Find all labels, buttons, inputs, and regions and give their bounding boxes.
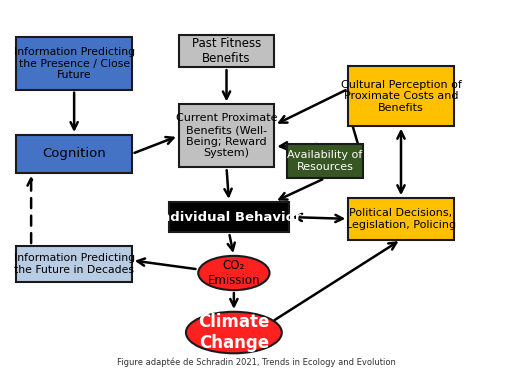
FancyBboxPatch shape: [348, 66, 454, 126]
Text: Climate
Change: Climate Change: [198, 313, 270, 352]
Text: Cultural Perception of
Proximate Costs and
Benefits: Cultural Perception of Proximate Costs a…: [340, 79, 461, 113]
FancyBboxPatch shape: [179, 104, 274, 167]
Text: Information Predicting
the Future in Decades: Information Predicting the Future in Dec…: [14, 253, 135, 275]
Text: Political Decisions,
Legislation, Policing: Political Decisions, Legislation, Polici…: [346, 208, 456, 230]
Text: Cognition: Cognition: [42, 147, 106, 161]
FancyBboxPatch shape: [16, 135, 132, 173]
Text: Information Predicting
the Presence / Close
Future: Information Predicting the Presence / Cl…: [14, 47, 135, 80]
FancyBboxPatch shape: [287, 144, 363, 178]
FancyBboxPatch shape: [169, 202, 289, 232]
Text: Current Proximate
Benefits (Well-
Being; Reward
System): Current Proximate Benefits (Well- Being;…: [176, 113, 278, 158]
Text: CO₂
Emission: CO₂ Emission: [208, 259, 260, 287]
Text: Availability of
Resources: Availability of Resources: [287, 150, 362, 172]
Text: Figure adaptée de Schradin 2021, Trends in Ecology and Evolution: Figure adaptée de Schradin 2021, Trends …: [117, 358, 395, 367]
Text: Individual Behavior: Individual Behavior: [156, 210, 302, 223]
FancyBboxPatch shape: [16, 38, 132, 90]
FancyBboxPatch shape: [179, 35, 274, 67]
Ellipse shape: [186, 312, 282, 353]
Text: Past Fitness
Benefits: Past Fitness Benefits: [192, 37, 261, 65]
FancyBboxPatch shape: [16, 246, 132, 282]
FancyBboxPatch shape: [348, 198, 454, 240]
Ellipse shape: [198, 256, 269, 290]
